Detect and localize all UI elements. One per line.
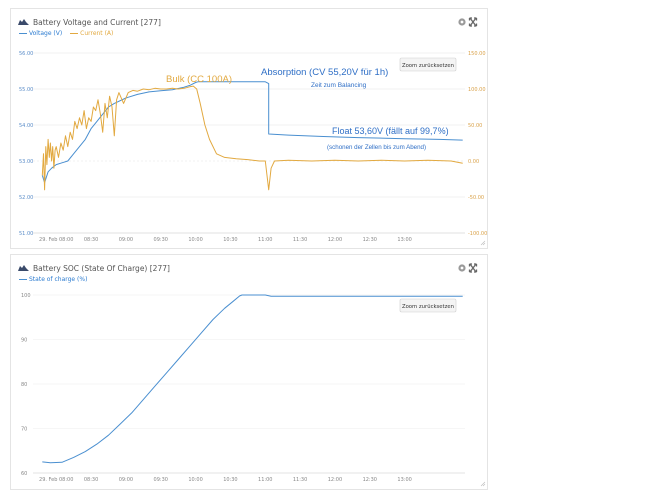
x-tick: 09:00: [119, 477, 133, 483]
y-tick: 80: [21, 382, 27, 388]
y-tick: 90: [21, 338, 27, 344]
legend-item-soc[interactable]: State of charge (%): [19, 276, 87, 283]
x-tick: 12:00: [328, 237, 342, 243]
resize-handle-icon[interactable]: [480, 240, 486, 246]
legend-item-voltage[interactable]: Voltage (V): [19, 30, 62, 37]
y-tick-right: 100.00: [468, 87, 486, 93]
x-tick: 29. Feb 08:00: [39, 237, 73, 243]
panel-header: Battery SOC (State Of Charge) [277] Stat…: [11, 255, 487, 283]
voltage-series-line: [41, 81, 463, 184]
y-tick-left: 56.00: [19, 51, 33, 57]
y-tick: 60: [21, 471, 27, 477]
x-tick: 11:30: [293, 477, 307, 483]
x-tick: 13:00: [397, 477, 411, 483]
y-tick-right: -100.00: [468, 231, 487, 237]
fullscreen-icon[interactable]: [468, 17, 478, 27]
fullscreen-icon[interactable]: [468, 263, 478, 273]
y-tick-left: 55.00: [19, 87, 33, 93]
soc-chart: 60 70 80 90 100 29. Feb 08:00 08:30 09:00 09:30 1…: [21, 293, 486, 487]
panel-header: Battery Voltage and Current [277] Voltag…: [11, 9, 487, 37]
reset-zoom-button-bg[interactable]: [399, 298, 457, 313]
settings-icon[interactable]: [458, 264, 466, 272]
panel-tools: [458, 17, 478, 27]
x-tick: 12:30: [363, 477, 377, 483]
reset-zoom-label[interactable]: Zoom zurücksetzen: [402, 304, 454, 310]
x-tick: 11:30: [293, 237, 307, 243]
x-tick: 10:00: [188, 477, 202, 483]
y-tick-left: 51.00: [19, 231, 33, 237]
annotation-float: Float 53,60V (fällt auf 99,7%): [332, 126, 449, 136]
annotation-float-sub: (schonen der Zellen bis zum Abend): [327, 144, 426, 151]
x-tick: 09:30: [154, 237, 168, 243]
y-tick-left: 52.00: [19, 195, 33, 201]
reset-zoom-label[interactable]: Zoom zurücksetzen: [402, 63, 454, 69]
y-tick-left: 54.00: [19, 123, 33, 129]
x-tick: 10:30: [223, 237, 237, 243]
x-tick: 10:30: [223, 477, 237, 483]
x-tick: 11:00: [258, 477, 272, 483]
resize-handle-icon[interactable]: [480, 481, 486, 487]
x-tick: 13:00: [397, 237, 411, 243]
panel-tools: [458, 263, 478, 273]
soc-panel: 60 70 80 90 100 29. Feb 08:00 08:30 09:00 09:30 1…: [10, 254, 488, 490]
battery-logo-icon: [18, 19, 29, 25]
x-tick: 08:30: [84, 237, 98, 243]
settings-icon[interactable]: [458, 18, 466, 26]
y-tick-right: -50.00: [468, 195, 484, 201]
voltage-current-panel: 51.00 52.00 53.00 54.00 55.00 56.00 -100.00 -50…: [10, 8, 488, 249]
y-tick: 70: [21, 427, 27, 433]
x-tick: 08:30: [84, 477, 98, 483]
soc-series-line: [42, 294, 463, 464]
x-tick: 11:00: [258, 237, 272, 243]
x-tick: 09:30: [154, 477, 168, 483]
annotation-balancing: Zeit zum Balancing: [311, 82, 367, 89]
reset-zoom-button[interactable]: Zoom zurücksetzen: [399, 57, 457, 72]
reset-zoom-button-bg[interactable]: [399, 57, 457, 72]
chart-legend: State of charge (%): [19, 276, 93, 283]
legend-item-current[interactable]: Current (A): [70, 30, 113, 37]
chart-title: Battery Voltage and Current [277]: [33, 18, 161, 27]
x-tick: 29. Feb 08:00: [39, 477, 73, 483]
battery-logo-icon: [18, 265, 29, 271]
reset-zoom-button[interactable]: Zoom zurücksetzen: [399, 298, 457, 313]
chart-legend: Voltage (V) Current (A): [19, 30, 119, 37]
x-tick: 12:30: [363, 237, 377, 243]
y-tick-right: 0.00: [468, 159, 479, 165]
y-tick-left: 53.00: [19, 159, 33, 165]
y-tick-right: 150.00: [468, 51, 486, 57]
voltage-current-chart: 51.00 52.00 53.00 54.00 55.00 56.00 -100.00 -50…: [19, 51, 487, 246]
x-tick: 09:00: [119, 237, 133, 243]
annotation-absorption: Absorption (CV 55,20V für 1h): [261, 67, 388, 78]
chart-title: Battery SOC (State Of Charge) [277]: [33, 264, 170, 273]
x-tick: 12:00: [328, 477, 342, 483]
x-tick: 10:00: [188, 237, 202, 243]
annotation-bulk: Bulk (CC 100A): [166, 74, 232, 85]
current-series-line: [41, 85, 463, 191]
y-tick: 100: [21, 293, 31, 299]
y-tick-right: 50.00: [468, 123, 482, 129]
